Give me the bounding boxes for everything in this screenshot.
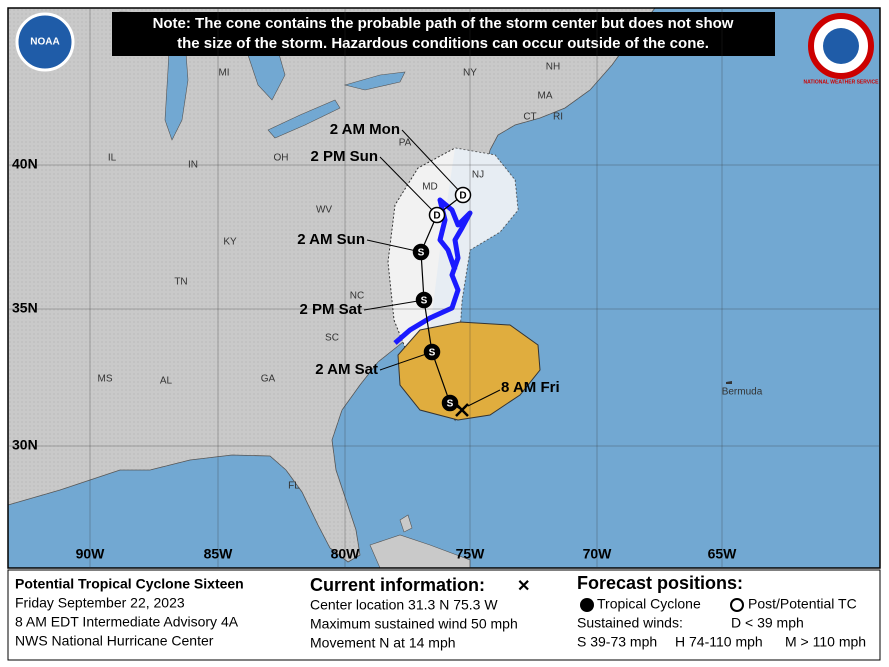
leader-line bbox=[379, 156, 438, 216]
place-label: NC bbox=[350, 291, 364, 302]
place-label: MS bbox=[98, 374, 113, 385]
current-position-marker bbox=[455, 403, 469, 417]
place-label: CT bbox=[523, 112, 536, 123]
winds-h: H 74-110 mph bbox=[675, 634, 763, 650]
forecast-symbol: S bbox=[429, 348, 436, 359]
latitude-label: 30N bbox=[12, 437, 38, 453]
forecast-marker bbox=[412, 243, 430, 261]
legend-open-circle bbox=[730, 598, 744, 612]
current-symbol: ✕ bbox=[517, 578, 530, 595]
leader-line bbox=[401, 129, 464, 196]
place-label: FL bbox=[288, 481, 300, 492]
longitude-label: 85W bbox=[204, 546, 234, 562]
warning-coastline bbox=[393, 197, 473, 345]
bahamas bbox=[399, 514, 413, 533]
place-label: RI bbox=[553, 112, 563, 123]
storm-info-line: Potential Tropical Cyclone Sixteen bbox=[15, 576, 244, 592]
lake bbox=[343, 71, 406, 91]
forecast-symbol: S bbox=[418, 248, 425, 259]
current-info-line: Maximum sustained wind 50 mph bbox=[310, 616, 518, 632]
place-label: NJ bbox=[472, 170, 484, 181]
longitude-label: 65W bbox=[708, 546, 738, 562]
nws-logo-center bbox=[823, 28, 859, 64]
place-label: AL bbox=[160, 376, 173, 387]
forecast-marker bbox=[454, 186, 472, 204]
leader-line bbox=[379, 351, 433, 371]
legend-post: Post/Potential TC bbox=[748, 596, 857, 612]
longitude-label: 70W bbox=[583, 546, 613, 562]
forecast-time-label: 2 AM Mon bbox=[330, 121, 400, 138]
leader-line bbox=[467, 389, 501, 407]
forecast-time-label: 2 PM Sun bbox=[310, 148, 378, 165]
forecast-symbol: S bbox=[447, 399, 454, 410]
place-label: TN bbox=[174, 277, 187, 288]
place-label: MD bbox=[422, 182, 438, 193]
map-frame bbox=[7, 7, 881, 569]
latitude-label: 35N bbox=[12, 300, 38, 316]
longitude-label: 80W bbox=[331, 546, 361, 562]
winds-m: M > 110 mph bbox=[785, 634, 866, 650]
place-label: SC bbox=[325, 333, 339, 344]
place-label: MA bbox=[538, 91, 553, 102]
legend-filled-circle bbox=[580, 598, 594, 612]
noaa-logo-text: NOAA bbox=[30, 37, 59, 48]
winds-title: Sustained winds: bbox=[577, 615, 683, 631]
current-title: Current information: bbox=[310, 575, 485, 595]
forecast-marker bbox=[415, 291, 433, 309]
place-label: NY bbox=[463, 68, 477, 79]
leader-line bbox=[363, 299, 425, 311]
place-label: IL bbox=[108, 153, 117, 164]
cone-day-3-area bbox=[430, 148, 518, 330]
current-info-line: Movement N at 14 mph bbox=[310, 635, 456, 651]
noaa-logo bbox=[15, 12, 75, 72]
place-label: OH bbox=[274, 153, 289, 164]
longitude-label: 90W bbox=[76, 546, 106, 562]
place-label: NH bbox=[546, 62, 560, 73]
forecast-marker bbox=[428, 206, 446, 224]
nws-logo-text: NATIONAL WEATHER SERVICE bbox=[804, 79, 880, 85]
storm-info-line: 8 AM EDT Intermediate Advisory 4A bbox=[15, 614, 239, 630]
note-line: the size of the storm. Hazardous conditi… bbox=[177, 35, 709, 52]
forecast-symbol: D bbox=[433, 211, 440, 222]
place-label: PA bbox=[399, 138, 412, 149]
note-box bbox=[112, 12, 775, 56]
current-time-label: 8 AM Fri bbox=[501, 379, 560, 396]
forecast-time-label: 2 PM Sat bbox=[299, 301, 362, 318]
forecast-title: Forecast positions: bbox=[577, 573, 743, 593]
storm-info-line: NWS National Hurricane Center bbox=[15, 633, 214, 649]
place-label: MI bbox=[218, 68, 229, 79]
winds-d: D < 39 mph bbox=[731, 615, 804, 631]
current-info-line: Center location 31.3 N 75.3 W bbox=[310, 597, 498, 613]
place-label: WV bbox=[316, 205, 332, 216]
note-line: Note: The cone contains the probable pat… bbox=[153, 15, 734, 32]
place-label: KY bbox=[223, 237, 237, 248]
latitude-label: 40N bbox=[12, 156, 38, 172]
forecast-time-label: 2 AM Sat bbox=[315, 361, 378, 378]
bermuda bbox=[726, 381, 732, 384]
legend-box bbox=[7, 569, 881, 661]
forecast-symbol: D bbox=[459, 191, 466, 202]
place-label: IN bbox=[188, 160, 198, 171]
forecast-time-label: 2 AM Sun bbox=[297, 231, 365, 248]
lake bbox=[267, 99, 341, 139]
leader-line bbox=[366, 239, 422, 253]
place-label: Bermuda bbox=[722, 387, 763, 398]
place-label: GA bbox=[261, 374, 276, 385]
forecast-marker bbox=[423, 343, 441, 361]
legend-tropical: Tropical Cyclone bbox=[597, 596, 701, 612]
forecast-marker bbox=[441, 394, 459, 412]
forecast-symbol: S bbox=[421, 296, 428, 307]
longitude-label: 75W bbox=[456, 546, 486, 562]
storm-info-line: Friday September 22, 2023 bbox=[15, 595, 185, 611]
winds-s: S 39-73 mph bbox=[577, 634, 657, 650]
land-texture bbox=[8, 8, 655, 562]
